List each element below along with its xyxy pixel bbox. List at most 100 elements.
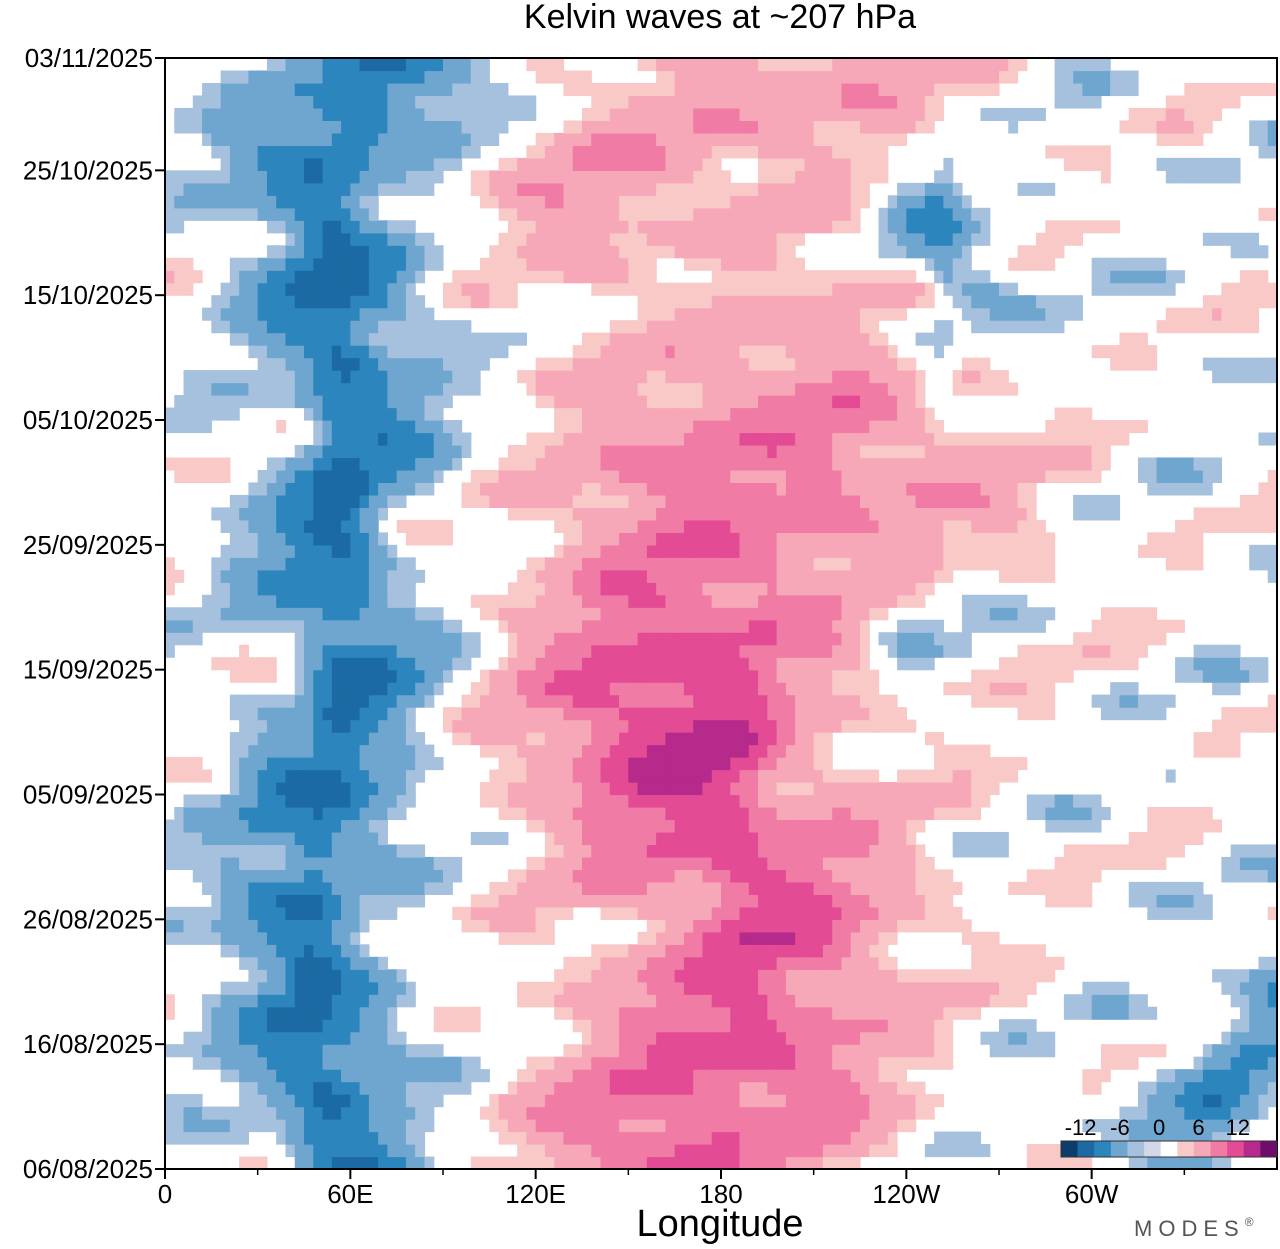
heatmap-cell [748,894,759,908]
heatmap-cell [322,844,333,858]
heatmap-cell [748,844,759,858]
heatmap-cell [656,844,666,858]
heatmap-cell [693,881,704,895]
heatmap-cell [1221,744,1232,758]
heatmap-cell [1221,1131,1232,1145]
heatmap-cell [1156,806,1167,821]
heatmap-cell [433,1069,444,1083]
heatmap-cell [452,632,463,646]
heatmap-cell [396,732,407,746]
heatmap-cell [294,994,305,1008]
heatmap-cell [850,994,861,1008]
heatmap-cell [869,856,880,870]
heatmap-cell [582,557,592,571]
heatmap-cell [313,444,324,459]
heatmap-cell [276,1031,287,1045]
heatmap-cell [897,519,907,533]
heatmap-cell [535,469,546,484]
heatmap-cell [1128,657,1139,671]
heatmap-cell [582,682,592,696]
heatmap-cell [683,1006,694,1020]
heatmap-cell [350,1069,361,1083]
heatmap-cell [165,607,175,621]
heatmap-cell [693,1056,704,1070]
heatmap-cell [387,782,398,796]
heatmap-cell [730,844,741,858]
heatmap-cell [841,969,852,983]
heatmap-cell [822,1031,833,1045]
heatmap-cell [961,769,972,783]
heatmap-cell [517,494,527,508]
heatmap-cell [572,507,583,521]
heatmap-cell [1082,469,1093,484]
heatmap-cell [368,557,379,571]
heatmap-cell [989,944,1000,958]
heatmap-cell [507,719,518,733]
heatmap-cell [461,707,472,721]
heatmap-cell [396,707,407,721]
heatmap-cell [832,469,843,484]
heatmap-cell [860,657,870,671]
heatmap-cell [526,482,537,496]
heatmap-cell [683,719,694,733]
heatmap-cell [498,719,509,733]
heatmap-cell [758,956,768,970]
heatmap-cell [591,544,602,558]
heatmap-cell [906,769,917,783]
heatmap-cell [517,457,527,471]
heatmap-cell [1230,732,1241,746]
heatmap-cell [600,794,611,808]
heatmap-cell [1110,994,1121,1008]
heatmap-cell [387,619,398,633]
heatmap-cell [183,619,194,633]
heatmap-cell [350,669,361,683]
heatmap-cell [822,694,833,708]
heatmap-cell [1026,444,1037,459]
heatmap-cell [1045,682,1056,696]
heatmap-cell [526,732,537,746]
heatmap-cell [785,544,796,558]
heatmap-cell [248,1081,259,1095]
heatmap-cell [368,694,379,708]
heatmap-cell [1110,1119,1121,1133]
heatmap-cell [563,519,574,533]
heatmap-cell [822,1144,833,1158]
heatmap-cell [971,682,982,696]
heatmap-cell [554,869,565,883]
heatmap-cell [452,869,463,883]
heatmap-cell [693,544,704,558]
heatmap-cell [952,831,963,846]
heatmap-cell [470,1019,481,1033]
heatmap-cell [646,1044,657,1058]
heatmap-cell [702,844,713,858]
heatmap-cell [331,794,342,808]
heatmap-cell [1147,844,1158,858]
heatmap-cell [637,1069,648,1083]
heatmap-cell [1110,981,1121,995]
heatmap-cell [535,794,546,808]
heatmap-cell [535,557,546,571]
heatmap-cell [776,1081,787,1095]
heatmap-cell [1175,1081,1185,1095]
heatmap-cell [304,1156,314,1169]
heatmap-cell [748,1044,759,1058]
heatmap-cell [1128,632,1139,646]
heatmap-cell [572,557,583,571]
heatmap-cell [637,744,648,758]
heatmap-cell [341,607,351,621]
heatmap-cell [507,806,518,821]
heatmap-cell [915,494,926,508]
heatmap-cell [433,1081,444,1095]
heatmap-cell [266,894,277,908]
heatmap-cell [1230,969,1241,983]
heatmap-cell [702,619,713,633]
heatmap-cell [730,969,741,983]
heatmap-cell [628,831,639,846]
heatmap-cell [229,619,240,633]
heatmap-cell [313,1019,324,1033]
heatmap-cell [832,432,843,446]
heatmap-cell [646,432,657,446]
heatmap-cell [693,981,704,995]
heatmap-cell [971,769,982,783]
heatmap-cell [331,444,342,459]
